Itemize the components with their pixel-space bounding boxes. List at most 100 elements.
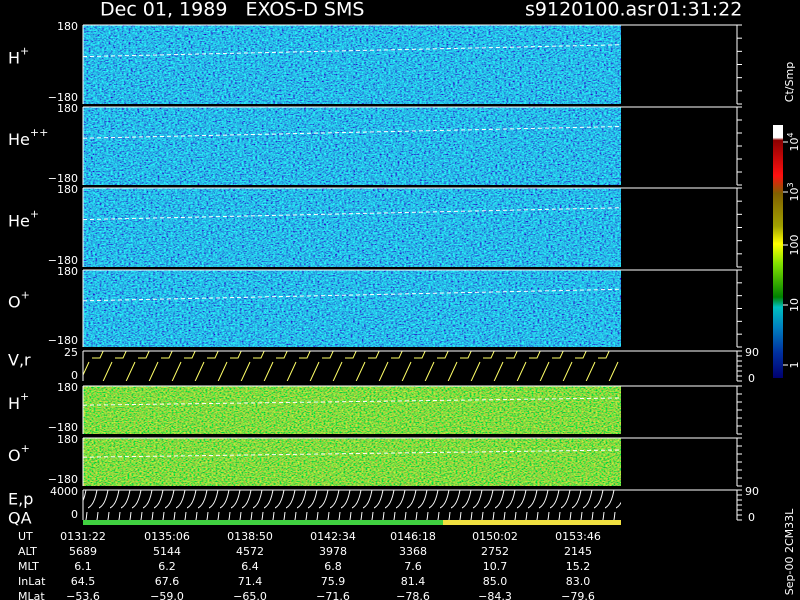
- label-base: 10: [788, 298, 800, 312]
- label-base: 10: [788, 188, 800, 202]
- color-bar-label: 100: [788, 235, 800, 256]
- label-base: 1: [788, 362, 800, 369]
- data-area-blank: [621, 270, 737, 347]
- y-tick-label: −180: [48, 421, 78, 434]
- row-value: 2752: [481, 545, 509, 558]
- color-bar-unit: Ct/Smp: [783, 62, 796, 102]
- color-bar-label: 1: [788, 362, 800, 369]
- trace-panel: [83, 351, 621, 381]
- pitch-trace: [82, 449, 622, 458]
- panel-label: H+: [8, 390, 29, 413]
- row-value: 5689: [69, 545, 97, 558]
- row-label: InLat: [18, 575, 46, 588]
- pitch-trace: [82, 44, 622, 58]
- row-value: −53.6: [66, 590, 100, 600]
- qa-bar-warn: [443, 520, 621, 525]
- ion-charge: ++: [30, 126, 48, 139]
- y-tick-label: 180: [57, 20, 78, 33]
- row-value: 10.7: [483, 560, 508, 573]
- qa-bar-good: [83, 520, 443, 525]
- row-value: 3368: [399, 545, 427, 558]
- ion-name: He: [8, 130, 30, 149]
- y-tick-label: −180: [48, 172, 78, 185]
- row-value: −71.6: [316, 590, 350, 600]
- panel-label: O+: [8, 442, 30, 465]
- row-value: 6.4: [241, 560, 259, 573]
- ion-name: He: [8, 211, 30, 230]
- color-bar: [773, 125, 783, 378]
- row-value: 0142:34: [310, 530, 356, 543]
- ion-name: O: [8, 446, 21, 465]
- row-value: 67.6: [155, 575, 180, 588]
- row-value: 3978: [319, 545, 347, 558]
- data-area-blank: [621, 490, 737, 520]
- trace-panel: [83, 490, 621, 520]
- row-label: UT: [18, 530, 33, 543]
- y-tick-label: 180: [57, 265, 78, 278]
- footer: Sep-00 2CM33L: [783, 508, 796, 595]
- y-tick-label: 180: [57, 381, 78, 394]
- spectrogram: [83, 386, 621, 434]
- row-value: 5144: [153, 545, 181, 558]
- label-exp: 3: [786, 182, 795, 187]
- spectrogram: [83, 25, 621, 104]
- panel-label: He++: [8, 126, 48, 149]
- y-tick-label: 180: [57, 102, 78, 115]
- spectrogram: [83, 188, 621, 267]
- spectrogram: [83, 107, 621, 185]
- y-tick-label: 25: [64, 346, 78, 359]
- row-value: 85.0: [483, 575, 508, 588]
- spectrogram: [83, 270, 621, 347]
- row-value: 7.6: [404, 560, 422, 573]
- panel-label: V,r: [8, 351, 31, 370]
- row-value: 0135:06: [144, 530, 190, 543]
- pitch-trace: [82, 126, 622, 139]
- qa-label: QA: [8, 509, 32, 528]
- color-bar-label: 104: [786, 132, 800, 151]
- y-tick-label: −180: [48, 334, 78, 347]
- row-value: −84.3: [478, 590, 512, 600]
- ion-charge: +: [21, 442, 30, 455]
- row-value: 0138:50: [227, 530, 273, 543]
- spectrogram: [83, 438, 621, 486]
- pitch-trace: [82, 207, 622, 221]
- label-exp: 4: [786, 132, 795, 137]
- row-value: 71.4: [238, 575, 263, 588]
- ion-charge: +: [30, 208, 39, 221]
- start-time: 01:31:22: [657, 0, 742, 21]
- color-bar-label: 103: [786, 182, 800, 201]
- file-name: s9120100.asr: [525, 0, 655, 21]
- row-value: 2145: [564, 545, 592, 558]
- ion-name: O: [8, 292, 21, 311]
- row-value: −59.0: [150, 590, 184, 600]
- panel-label: He+: [8, 208, 39, 231]
- data-area-blank: [621, 25, 737, 104]
- pitch-trace: [82, 397, 622, 406]
- label-base: 10: [788, 138, 800, 152]
- row-value: −65.0: [233, 590, 267, 600]
- data-area-blank: [621, 386, 737, 434]
- pitch-trace: [82, 288, 622, 302]
- row-value: 0146:18: [390, 530, 436, 543]
- row-value: 81.4: [401, 575, 426, 588]
- y-tick-label: −180: [48, 91, 78, 104]
- row-label: MLT: [18, 560, 39, 573]
- row-value: 83.0: [566, 575, 591, 588]
- row-value: 4572: [236, 545, 264, 558]
- y-tick-label: −180: [48, 473, 78, 486]
- row-value: 15.2: [566, 560, 591, 573]
- y2-tick-label: 90: [745, 485, 759, 498]
- y-tick-label: 4000: [50, 485, 78, 498]
- row-value: 0131:22: [60, 530, 106, 543]
- data-area-blank: [621, 438, 737, 486]
- ion-name: H: [8, 48, 20, 67]
- label-base: 100: [788, 235, 800, 256]
- ion-name: H: [8, 394, 20, 413]
- row-label: ALT: [18, 545, 37, 558]
- row-value: 0150:02: [472, 530, 518, 543]
- data-area-blank: [621, 188, 737, 267]
- row-value: 6.8: [324, 560, 342, 573]
- data-area-blank: [621, 107, 737, 185]
